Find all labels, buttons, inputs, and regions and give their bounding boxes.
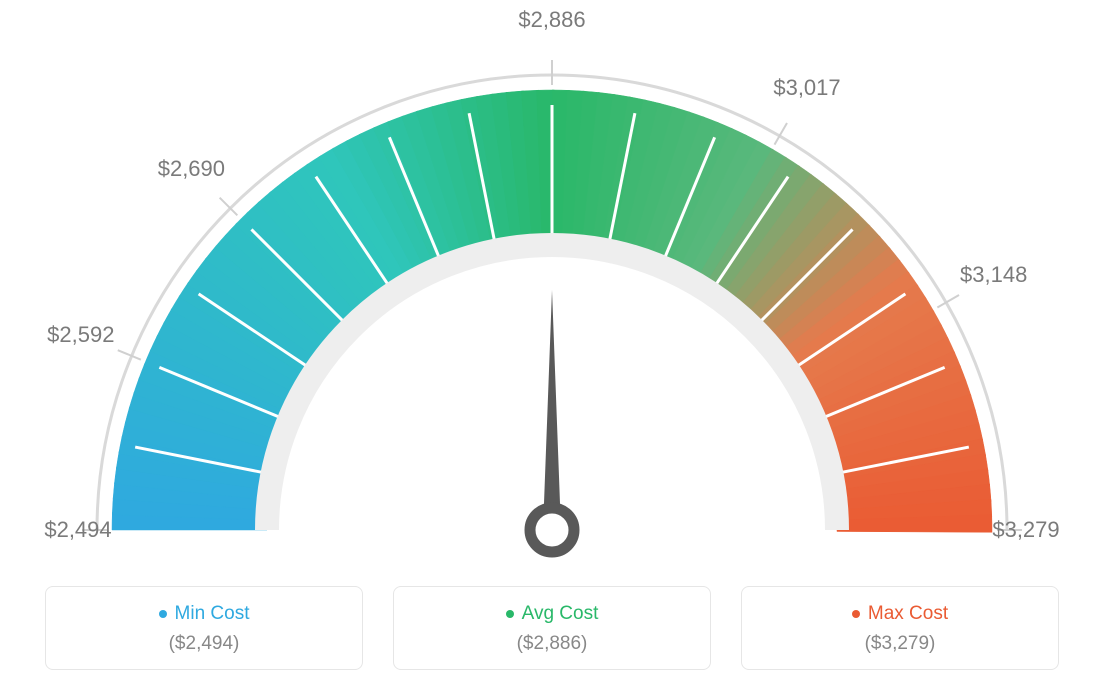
gauge-tick-label: $2,886 bbox=[518, 7, 585, 33]
gauge-tick-label: $2,494 bbox=[44, 517, 111, 543]
card-min-cost: Min Cost ($2,494) bbox=[45, 586, 363, 670]
gauge-tick-label: $2,690 bbox=[158, 156, 225, 182]
card-min-value: ($2,494) bbox=[56, 633, 352, 655]
card-min-title: Min Cost bbox=[159, 603, 250, 625]
card-max-value: ($3,279) bbox=[752, 633, 1048, 655]
gauge-tick-label: $2,592 bbox=[47, 322, 114, 348]
card-min-label: Min Cost bbox=[175, 603, 250, 625]
gauge-tick-label: $3,148 bbox=[960, 262, 1027, 288]
card-avg-title: Avg Cost bbox=[506, 603, 599, 625]
card-max-cost: Max Cost ($3,279) bbox=[741, 586, 1059, 670]
cost-gauge: $2,494 $2,592 $2,690 $2,886 $3,017 $3,148 $3,2… bbox=[0, 0, 1104, 560]
card-avg-cost: Avg Cost ($2,886) bbox=[393, 586, 711, 670]
summary-cards: Min Cost ($2,494) Avg Cost ($2,886) Max … bbox=[45, 586, 1059, 670]
card-max-label: Max Cost bbox=[868, 603, 948, 625]
dot-icon bbox=[852, 610, 860, 618]
card-avg-value: ($2,886) bbox=[404, 633, 700, 655]
gauge-tick-label: $3,279 bbox=[992, 517, 1059, 543]
dot-icon bbox=[159, 610, 167, 618]
gauge-tick-label: $3,017 bbox=[773, 75, 840, 101]
card-avg-label: Avg Cost bbox=[522, 603, 599, 625]
card-max-title: Max Cost bbox=[852, 603, 948, 625]
dot-icon bbox=[506, 610, 514, 618]
